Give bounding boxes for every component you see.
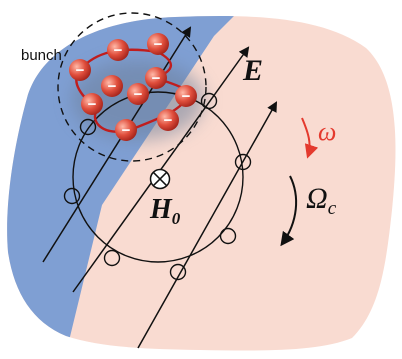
electron-icon [69,59,91,81]
orbit-particle [63,187,81,205]
electron-icon [145,67,167,89]
h0-label: H0 [149,194,181,228]
electrons-group: −− −− −−−−−− [69,33,197,141]
h0-subscript: 0 [172,209,181,228]
orbit-particle [234,153,252,171]
omega-label: ω [318,117,336,146]
electron-charge-sign: − [154,36,163,53]
electron-charge-sign: − [76,62,85,79]
electron-icon [127,83,149,105]
electron-charge-sign: − [114,42,123,59]
orbit-particle [200,92,218,110]
e-field-label: E [242,54,263,87]
electron-charge-sign: − [164,112,173,129]
orbit-particle [219,227,237,245]
orbit-particle [103,249,121,267]
electron-icon [147,33,169,55]
electron-charge-sign: − [108,78,117,95]
blue-region [7,16,250,345]
h0-cross-icon-b [152,171,168,187]
electron-icon [101,75,123,97]
omega-rotation-arrow [301,117,319,159]
omega-c-main: Ω [306,182,328,215]
electron-charge-sign: − [134,86,143,103]
electron-icon [107,39,129,61]
omega-c-label: Ωc [306,182,337,219]
electron-icon [157,109,179,131]
h0-symbol [149,168,171,190]
electron-icon [115,119,137,141]
h0-main: H [149,194,173,225]
electron-charge-sign: − [182,88,191,105]
electron-charge-sign: − [88,96,97,113]
cyclotron-orbit [72,91,244,263]
electron-icon [81,93,103,115]
field-line-right [137,101,278,349]
bunch-boundary [57,12,207,162]
orbit-particle [79,118,97,136]
bunch-label: bunch [21,47,62,64]
electron-icon [175,85,197,107]
omega-c-subscript: c [328,198,337,219]
orbit-particle [169,263,187,281]
orbit-particles [63,92,252,281]
electron-charge-sign: − [152,70,161,87]
omega-c-rotation-arrow [280,175,298,247]
electron-charge-sign: − [122,122,131,139]
field-line-left [42,26,192,263]
